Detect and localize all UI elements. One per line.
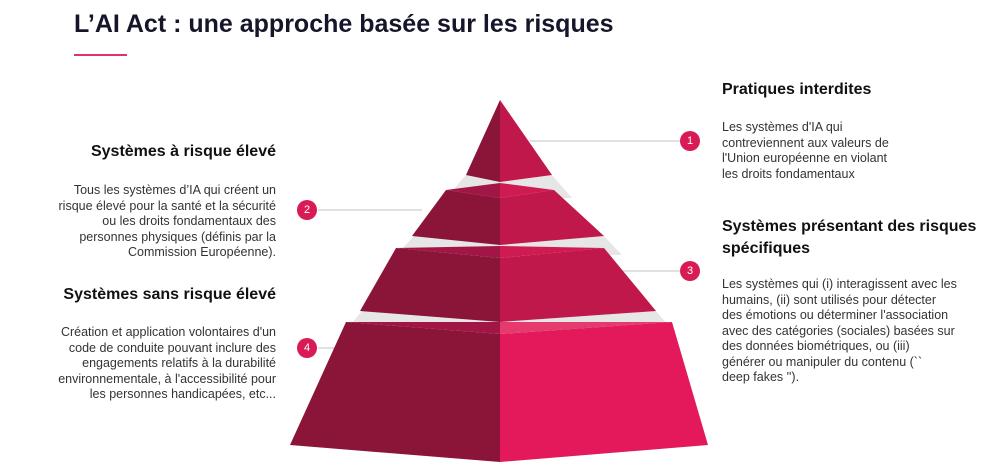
level-3-desc-line: Les systèmes qui (i) interagissent avec … — [722, 277, 957, 291]
level-3-heading: Systèmes présentant des risques spécifiq… — [722, 216, 976, 260]
level-3-desc-line: humains, (ii) sont utilisés pour détecte… — [722, 292, 936, 307]
badge-1: 1 — [680, 131, 700, 151]
tier-2-right — [500, 190, 604, 245]
tier-4-left — [290, 322, 500, 462]
tier-3-right — [500, 248, 656, 322]
level-2-desc-line: personnes physiques (définis par la — [79, 229, 276, 244]
level-1-desc-line: Les systèmes d'IA qui — [722, 120, 843, 134]
level-2-desc-line: Commission Européenne). — [128, 245, 276, 259]
level-2-desc-line: ou les droits fondamentaux des — [102, 214, 276, 228]
tier-2-left — [412, 190, 500, 245]
level-4-desc-line: Création et application volontaires d'un — [60, 325, 276, 339]
tier-1-right — [500, 100, 552, 182]
tier-4-right — [500, 322, 708, 462]
tier-3-top-right — [500, 246, 604, 258]
level-2-heading: Systèmes à risque élevé — [90, 143, 276, 160]
level-2-desc-line: Tous les systèmes d’IA qui créent un — [73, 183, 276, 197]
level-3-desc-line: des émotions ou déterminer l'association — [722, 308, 949, 322]
page-title: L’AI Act : une approche basée sur les ri… — [74, 10, 614, 38]
tier-3-top-left — [396, 246, 500, 258]
badge-2-number: 2 — [304, 204, 310, 216]
level-4-desc-line: environnementale, à l'accessibilité pour — [58, 371, 276, 386]
badge-1-number: 1 — [687, 135, 693, 147]
level-3-desc-line: avec des catégories (sociales) basées su… — [722, 323, 955, 338]
title-underline — [74, 54, 127, 56]
level-2-desc-line: risque élevé pour la santé et la sécurit… — [58, 198, 277, 213]
badge-2: 2 — [297, 200, 317, 220]
level-3-description: Les systèmes qui (i) interagissent avec … — [722, 277, 957, 386]
level-1-desc-line: l'Union européenne en violant — [722, 151, 888, 165]
level-1-heading: Pratiques interdites — [722, 81, 872, 98]
level-1-description: Les systèmes d'IA qui contreviennent aux… — [722, 120, 889, 182]
level-3-heading-line: Systèmes présentant des risques — [722, 218, 977, 235]
badge-4-number: 4 — [304, 342, 310, 354]
tier-2-top-left — [446, 183, 500, 198]
level-3-desc-line: des données biométriques, ou (iii) — [722, 339, 910, 353]
level-1-desc-line: contreviennent aux valeurs de — [722, 135, 889, 150]
badge-3-number: 3 — [687, 265, 693, 277]
level-2-description: Tous les systèmes d’IA qui créent un ris… — [20, 183, 277, 261]
level-3-heading-line: spécifiques — [722, 240, 811, 257]
tier-4-top-left — [346, 322, 500, 334]
level-3-desc-line: générer ou manipuler du contenu (`` — [722, 354, 923, 369]
level-1-desc-line: les droits fondamentaux — [722, 166, 855, 181]
level-4-heading: Systèmes sans risque élevé — [63, 286, 276, 303]
tier-3-left — [360, 248, 500, 322]
badge-3: 3 — [680, 261, 700, 281]
level-4-description: Création et application volontaires d'un… — [20, 325, 276, 403]
level-4-desc-line: les personnes handicapées, etc... — [89, 387, 276, 401]
level-4-desc-line: engagements relatifs à la durabilité — [82, 356, 276, 370]
tier-4-top-right — [500, 322, 672, 334]
level-4-desc-line: code de conduite pouvant inclure des — [68, 340, 276, 355]
badge-4: 4 — [297, 338, 317, 358]
tier-2-top-right — [500, 183, 554, 198]
level-3-desc-line: deep fakes ''). — [722, 370, 800, 384]
tier-1-left — [466, 100, 500, 182]
